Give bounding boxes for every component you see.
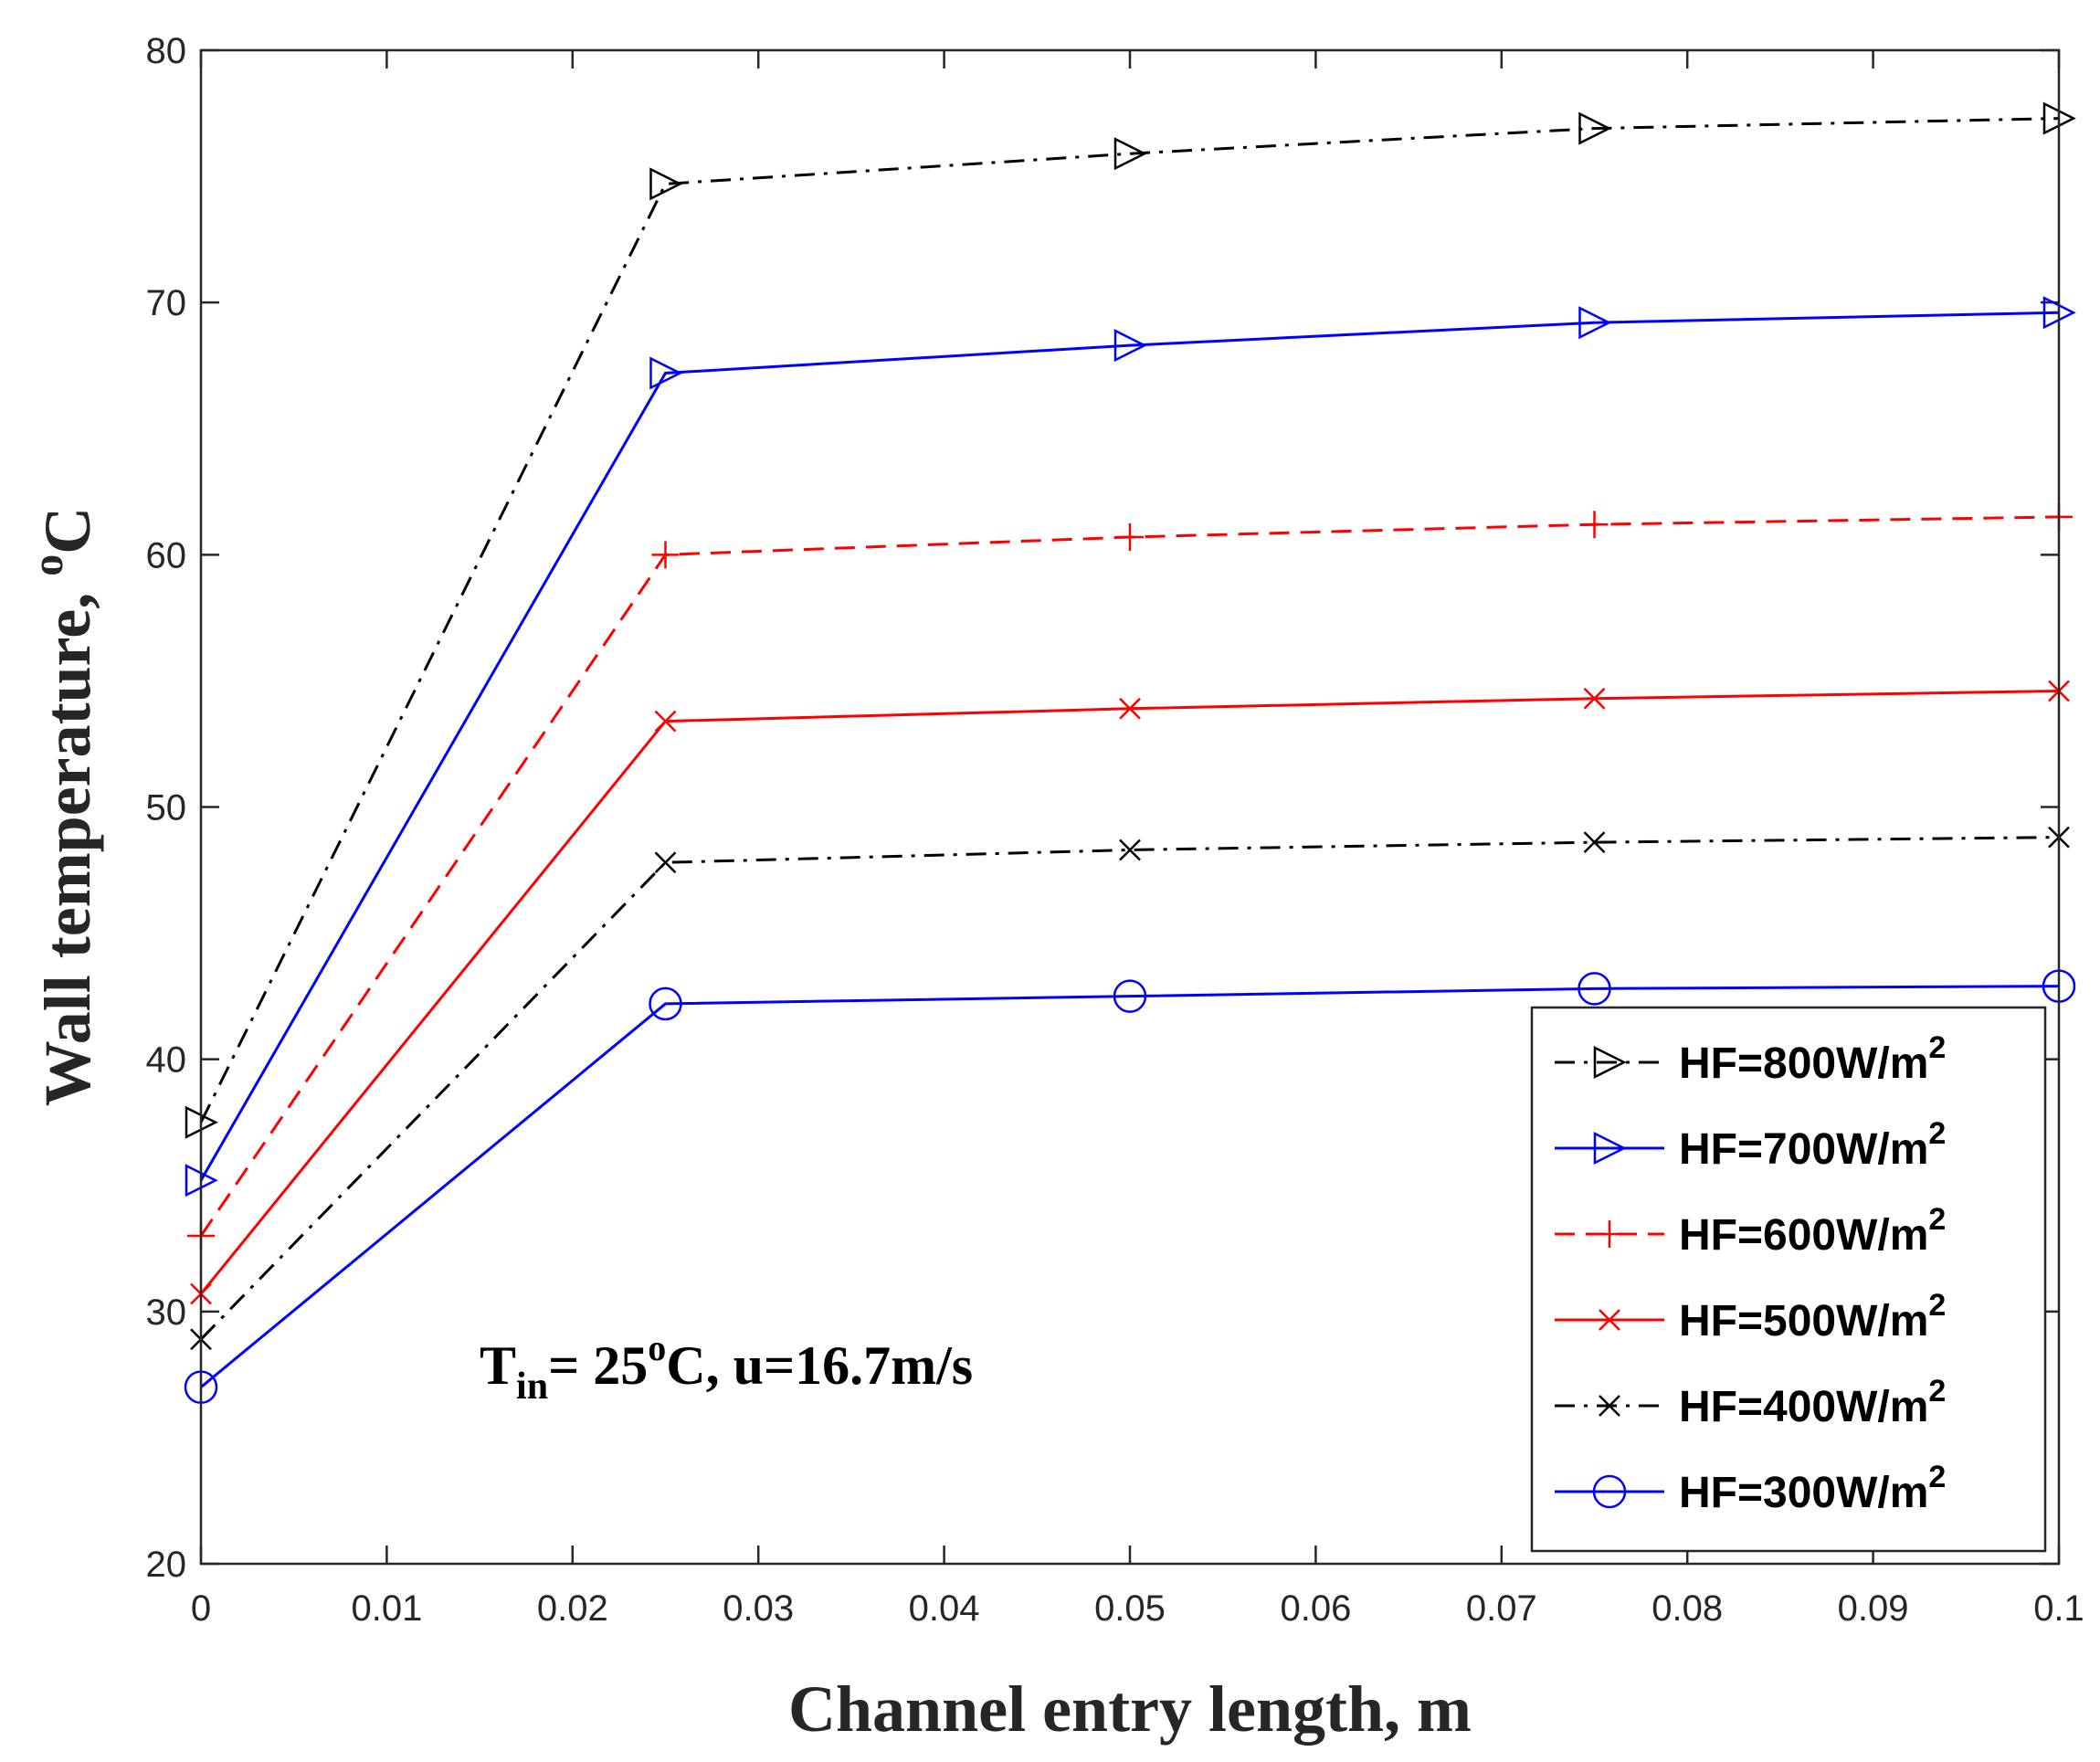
y-tick-label: 20 [146,1545,187,1585]
data-point [654,851,677,874]
data-point [1580,511,1609,539]
x-tick-label: 0.06 [1280,1588,1351,1629]
legend-entry: HF=600W/m2 [1555,1202,1946,1260]
data-point [1113,137,1147,171]
data-point [1578,972,1611,1006]
legend-entry: HF=300W/m2 [1555,1460,1946,1517]
series-layer [184,101,2076,1404]
legend-label: HF=300W/m2 [1679,1460,1946,1517]
x-tick-label: 0.05 [1094,1588,1166,1629]
x-tick-label: 0.08 [1652,1588,1723,1629]
data-point [651,541,680,569]
data-point [654,710,677,733]
legend-label: HF=600W/m2 [1679,1202,1946,1260]
x-tick-label: 0 [191,1588,211,1629]
data-point [1119,697,1141,720]
x-tick-label: 0.04 [909,1588,980,1629]
data-point [1578,306,1612,340]
legend-marker [1599,1395,1620,1417]
legend-label: HF=800W/m2 [1679,1030,1946,1088]
legend-marker [1593,1131,1627,1166]
series-line [199,311,2060,1181]
legend-marker [1596,1220,1623,1248]
data-point [649,167,683,201]
data-point [1113,329,1147,363]
x-tick-label: 0.03 [723,1588,794,1629]
data-point [649,987,682,1021]
series-line [200,985,2060,1388]
x-axis-ticks: 0 0.01 0.02 0.03 0.04 0.05 0.06 0.07 0.08 0.09 0.1 [191,50,2084,1629]
series-6 [184,969,2076,1404]
series-line [199,117,2060,1124]
y-axis-ticks: 20 30 40 50 60 70 80 [146,31,2059,1585]
data-point [1583,687,1606,710]
data-point [1119,839,1141,861]
legend-marker [1593,1045,1627,1080]
y-tick-label: 80 [146,31,187,71]
data-point [1583,831,1606,854]
legend-label: HF=700W/m2 [1679,1116,1946,1174]
x-tick-label: 0.02 [537,1588,608,1629]
condition-annotation: Tin= 25oC, u=16.7m/s [480,1327,973,1408]
y-tick-label: 30 [146,1292,187,1333]
legend-label: HF=500W/m2 [1679,1288,1946,1345]
y-axis-label: Wall temperature, oC [24,507,104,1107]
legend-marker [1599,1309,1620,1331]
data-point [1116,523,1144,552]
legend: HF=800W/m2 HF=700W/m2 HF=600W/m2 HF=500W/m2… [1530,1006,2047,1553]
y-tick-label: 60 [146,535,187,575]
x-tick-label: 0.01 [351,1588,422,1629]
legend-label: HF=400W/m2 [1679,1374,1946,1431]
data-point [1113,979,1147,1013]
y-tick-label: 40 [146,1040,187,1081]
x-axis-label: Channel entry length, m [788,1672,1472,1746]
legend-box [1530,1006,2047,1553]
plot-frame [199,48,2061,1566]
x-tick-label: 0.07 [1466,1588,1537,1629]
x-tick-label: 0.09 [1838,1588,1909,1629]
legend-entry: HF=500W/m2 [1555,1288,1946,1345]
legend-entry: HF=700W/m2 [1555,1116,1946,1174]
data-point [649,356,683,390]
x-tick-label: 0.1 [2033,1588,2084,1629]
y-tick-label: 70 [146,283,187,323]
legend-entries: HF=800W/m2 HF=700W/m2 HF=600W/m2 HF=500W/m2… [1555,1030,1946,1517]
y-tick-label: 50 [146,788,187,828]
legend-marker [1592,1474,1627,1509]
legend-entry: HF=800W/m2 [1555,1030,1946,1088]
legend-entry: HF=400W/m2 [1555,1374,1946,1431]
data-point [1578,111,1612,145]
